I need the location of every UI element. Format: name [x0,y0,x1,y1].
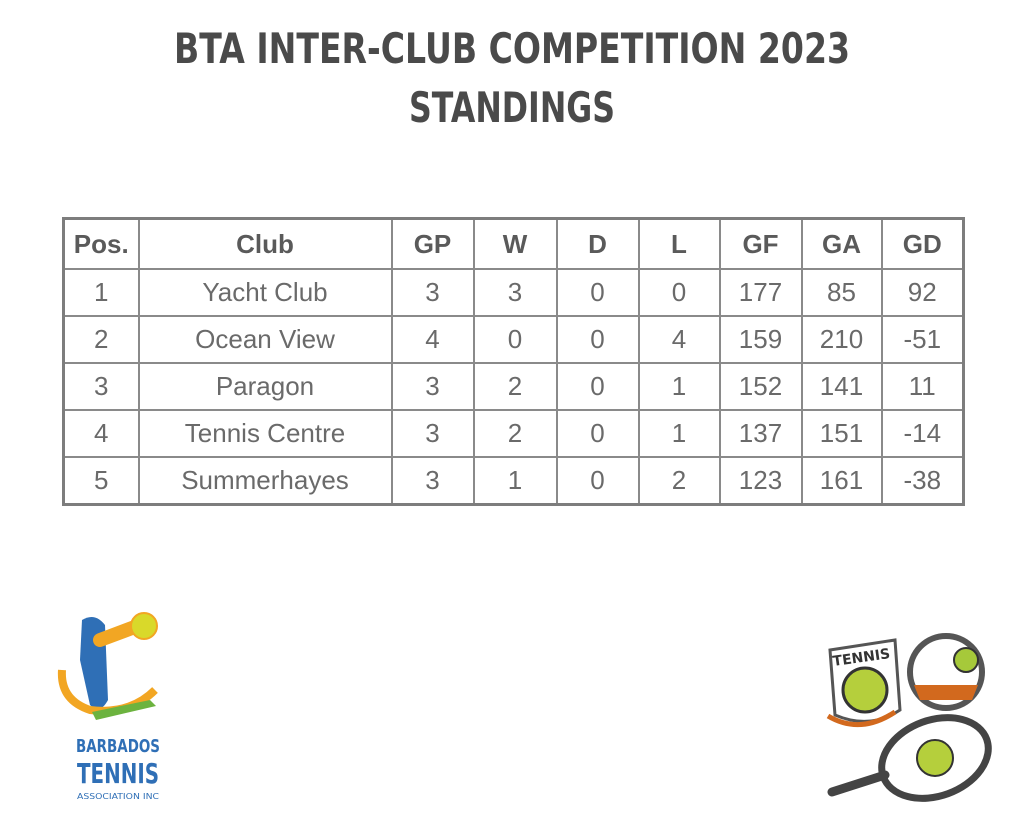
column-header: GD [880,217,965,270]
column-header: D [555,217,640,270]
table-cell: 2 [472,362,558,411]
table-cell: 137 [718,409,803,458]
table-cell: -38 [880,456,965,506]
table-cell: 3 [390,268,475,317]
table-cell: 4 [62,409,140,458]
logo-text: ASSOCIATION INC [77,792,159,801]
ball [953,647,979,673]
title-line: STANDINGS [409,83,615,132]
header-row: Pos. Club GP W D L GF GA GD [62,217,965,270]
table-cell: 11 [880,362,965,411]
title-line: BTA INTER-CLUB COMPETITION 2023 [174,24,850,73]
logo-text: BARBADOS [76,736,160,757]
table-cell: 2 [472,409,558,458]
table-cell: 0 [555,268,640,317]
logo-text: TENNIS [832,646,892,670]
table-cell: 85 [800,268,883,317]
table-cell: 0 [555,409,640,458]
table-cell: 1 [472,456,558,506]
table-cell: 141 [800,362,883,411]
table-cell: 152 [718,362,803,411]
column-header: W [472,217,558,270]
table-cell: 123 [718,456,803,506]
column-header: Pos. [62,217,140,270]
stripe [92,700,156,720]
table-cell: 177 [718,268,803,317]
title: BTA INTER-CLUB COMPETITION 2023 STANDING… [174,24,850,132]
table-cell: Tennis Centre [137,409,393,458]
table-cell: 1 [637,409,721,458]
logo-text: TENNIS [77,757,159,790]
ball [916,739,954,777]
table-row: 5 Summerhayes 3 1 0 2 123 161 -38 [62,456,965,506]
table-cell: 3 [390,409,475,458]
table-cell: Paragon [137,362,393,411]
table-cell: -14 [880,409,965,458]
table-cell: 1 [637,362,721,411]
table-cell: 161 [800,456,883,506]
standings-table: Pos. Club GP W D L GF GA GD 1 Yacht Club 3 3 0 0 177 85… [62,217,965,506]
racket-handle [827,770,890,797]
table-cell: 0 [555,362,640,411]
column-header: GP [390,217,475,270]
table-cell: 0 [472,315,558,364]
table-cell: 2 [637,456,721,506]
table-cell: 1 [62,268,140,317]
table-cell: 0 [555,456,640,506]
table-row: 3 Paragon 3 2 0 1 152 141 11 [62,362,965,411]
table-cell: 92 [880,268,965,317]
table-cell: 159 [718,315,803,364]
table-cell: 2 [62,315,140,364]
column-header: Club [137,217,393,270]
table-row: 2 Ocean View 4 0 0 4 159 210 -51 [62,315,965,364]
swoosh [57,669,158,715]
ball [130,612,158,640]
table-cell: 151 [800,409,883,458]
bta-logo: BARBADOS TENNIS ASSOCIATION INC [57,612,160,801]
tennis-icons: TENNIS [826,633,992,802]
column-header: GA [800,217,883,270]
table-row: 4 Tennis Centre 3 2 0 1 137 151 -14 [62,409,965,458]
table-cell: Summerhayes [137,456,393,506]
table-cell: 5 [62,456,140,506]
table-row: 1 Yacht Club 3 3 0 0 177 85 92 [62,268,965,317]
column-header: L [637,217,721,270]
table-cell: 210 [800,315,883,364]
table-cell: 4 [637,315,721,364]
table-cell: Yacht Club [137,268,393,317]
table-cell: 0 [555,315,640,364]
table-cell: 3 [390,456,475,506]
court [914,685,978,700]
island-shape [80,616,108,709]
table-cell: 4 [390,315,475,364]
ball [841,666,889,714]
table-cell: 3 [390,362,475,411]
table-cell: -51 [880,315,965,364]
court [826,709,897,728]
table-cell: 3 [62,362,140,411]
column-header: GF [718,217,803,270]
table-cell: 3 [472,268,558,317]
table-cell: Ocean View [137,315,393,364]
table-cell: 0 [637,268,721,317]
